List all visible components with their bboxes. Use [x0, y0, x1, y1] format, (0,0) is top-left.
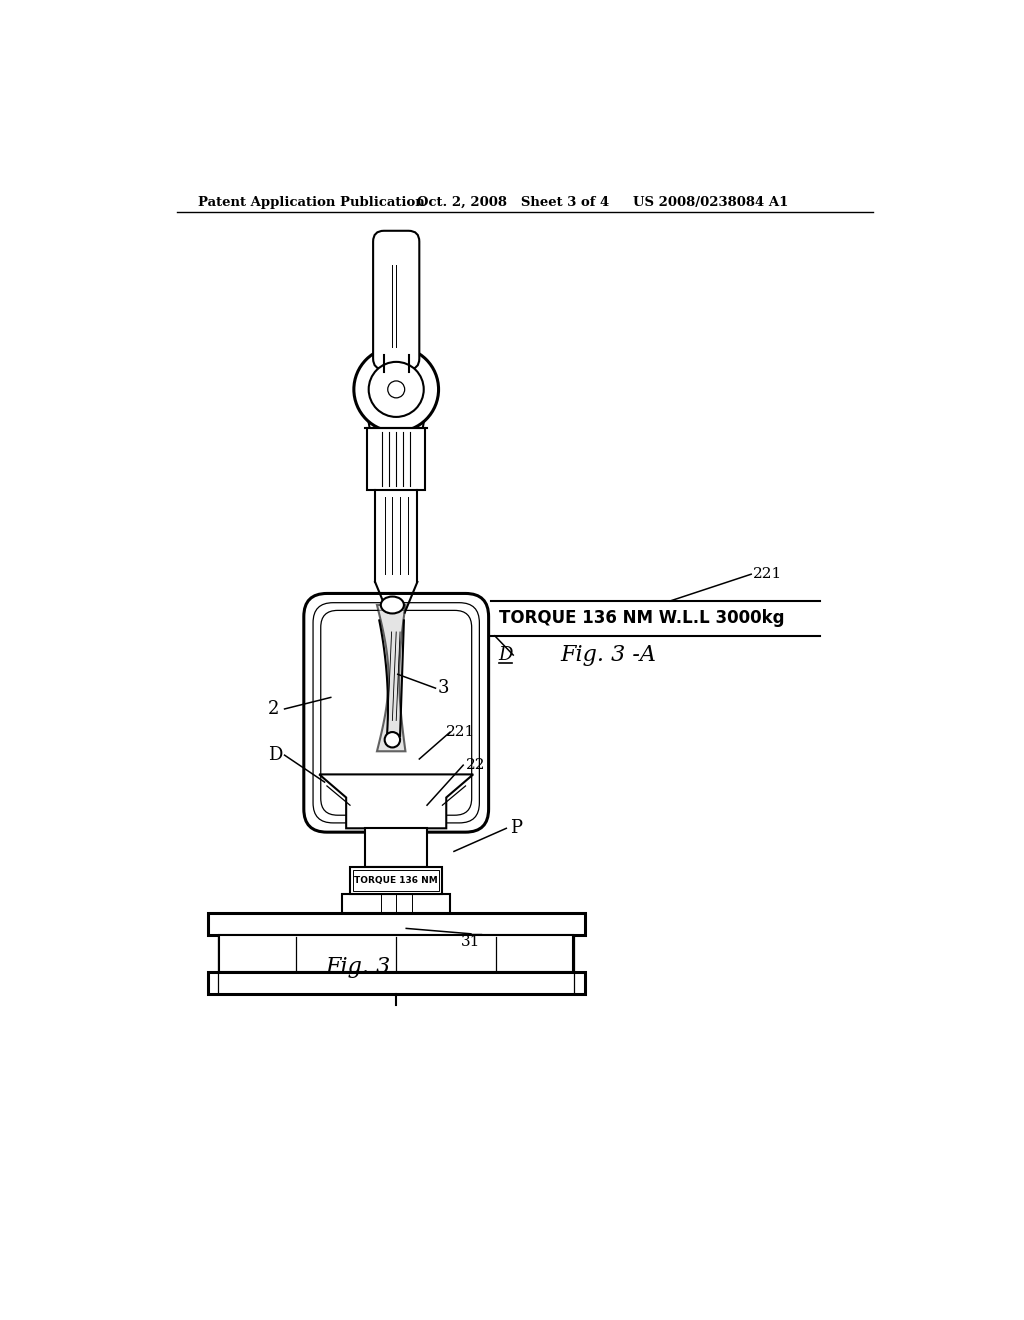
Text: 221: 221	[753, 568, 782, 581]
Ellipse shape	[385, 733, 400, 747]
FancyBboxPatch shape	[304, 594, 488, 832]
Text: P: P	[510, 820, 521, 837]
Text: TORQUE 136 NM W.L.L 3000kg: TORQUE 136 NM W.L.L 3000kg	[499, 610, 784, 627]
Text: 31: 31	[461, 935, 480, 949]
Text: Fig. 3: Fig. 3	[325, 956, 390, 978]
Text: D: D	[499, 645, 513, 664]
Ellipse shape	[381, 597, 403, 614]
Bar	[366, 829, 427, 867]
Bar	[342, 894, 451, 913]
Text: TORQUE 136 NM: TORQUE 136 NM	[354, 875, 438, 884]
Polygon shape	[319, 775, 473, 829]
Text: 22: 22	[466, 758, 485, 772]
Bar	[208, 913, 585, 935]
Bar	[353, 870, 439, 891]
Text: D: D	[268, 746, 283, 764]
Polygon shape	[377, 605, 406, 751]
FancyBboxPatch shape	[373, 231, 419, 370]
Text: US 2008/0238084 A1: US 2008/0238084 A1	[633, 195, 788, 209]
Text: 2: 2	[267, 700, 279, 718]
Ellipse shape	[354, 347, 438, 432]
Text: Patent Application Publication: Patent Application Publication	[199, 195, 425, 209]
Ellipse shape	[388, 381, 404, 397]
FancyBboxPatch shape	[321, 610, 472, 816]
Text: Fig. 3 -A: Fig. 3 -A	[560, 644, 656, 667]
Bar	[368, 428, 425, 490]
Bar	[219, 935, 573, 973]
Bar	[382, 368, 411, 411]
Text: Oct. 2, 2008   Sheet 3 of 4: Oct. 2, 2008 Sheet 3 of 4	[417, 195, 609, 209]
Bar	[350, 867, 442, 894]
Text: 221: 221	[445, 725, 475, 739]
Text: 3: 3	[437, 680, 449, 697]
Bar	[208, 973, 585, 994]
Ellipse shape	[369, 362, 424, 417]
